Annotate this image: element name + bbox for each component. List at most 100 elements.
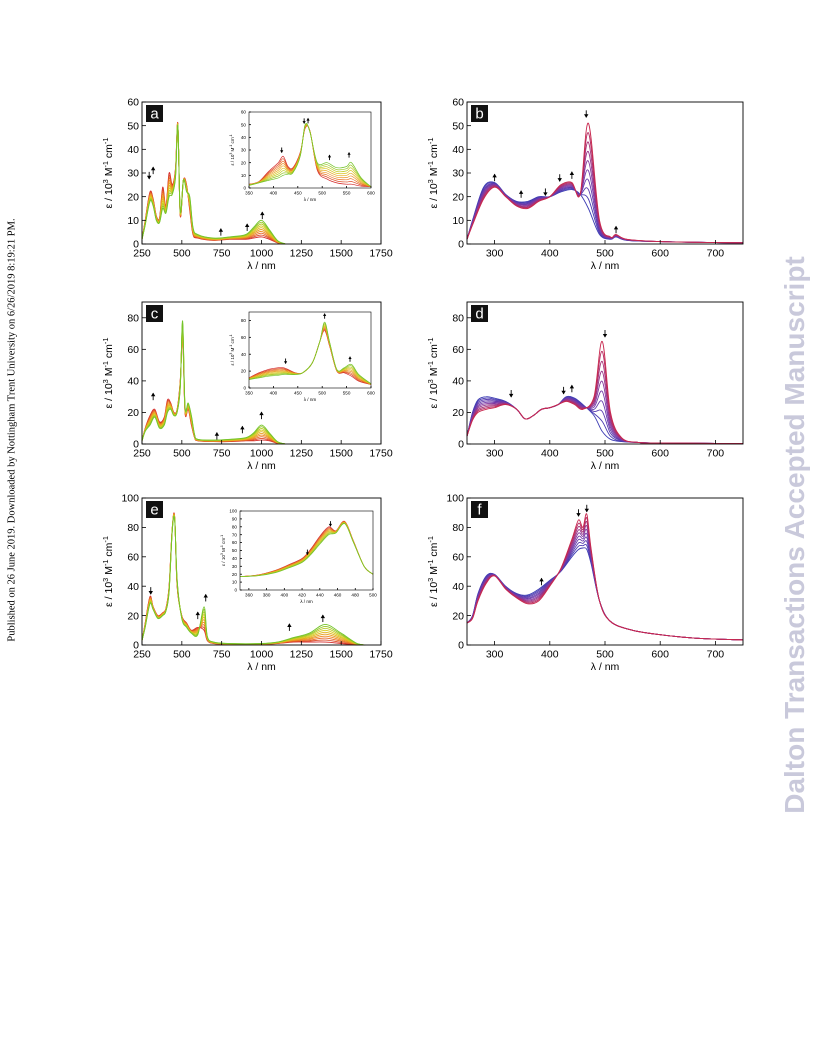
y-tick-label: 80 (232, 524, 238, 529)
x-tick-label: 1500 (329, 248, 353, 260)
y-tick-label: 80 (127, 312, 139, 324)
y-tick-label: 20 (452, 191, 464, 203)
y-axis-label: ε / 103 M-1 cm-1 (426, 536, 441, 607)
panel-label: f (477, 502, 482, 519)
y-tick-label: 40 (452, 581, 464, 593)
y-tick-label: 80 (452, 522, 464, 534)
arrow-up-head (203, 593, 208, 598)
spectrum-line (466, 181, 744, 244)
spectrum-line (239, 523, 374, 577)
y-tick-label: 20 (232, 572, 238, 577)
arrow-up-head (259, 411, 264, 416)
y-tick-label: 40 (127, 376, 139, 388)
arrow-up-head (195, 611, 200, 616)
arrow-down-head (576, 513, 581, 517)
panel-label: e (150, 502, 158, 519)
panel-b: 300 400 500 600 700 0 10 20 30 40 50 60 λ / nm ε / 10… (426, 97, 744, 272)
x-tick-label: 400 (541, 448, 559, 460)
x-tick-label: 750 (213, 448, 231, 460)
arrow-up-head (260, 211, 265, 216)
y-tick-label: 80 (452, 312, 464, 324)
x-tick-label: 750 (213, 248, 231, 260)
spectrum-line (466, 178, 744, 244)
y-tick-label: 40 (127, 144, 139, 156)
y-axis-label: ε / 103 M-1 cm-1 (101, 536, 116, 607)
x-axis-label: λ / nm (247, 661, 276, 673)
x-tick-label: 500 (173, 448, 191, 460)
y-tick-label: 60 (241, 110, 247, 115)
y-axis-label: ε / 103 M-1 cm-1 (229, 134, 235, 165)
y-tick-label: 30 (241, 148, 247, 153)
arrow-up-head (150, 392, 156, 397)
x-tick-label: 1000 (250, 649, 274, 661)
y-axis-label: ε / 103 M-1 cm-1 (229, 334, 235, 365)
panel-label-box (146, 105, 163, 122)
x-tick-label: 250 (133, 448, 151, 460)
x-tick-label: 500 (596, 649, 614, 661)
y-tick-label: 40 (241, 352, 247, 357)
y-tick-label: 70 (232, 532, 238, 537)
spectrum-line (141, 320, 286, 445)
x-tick-label: 700 (707, 649, 725, 661)
y-tick-label: 60 (127, 344, 139, 356)
arrow-down-head (146, 175, 152, 180)
arrow-down-head (328, 523, 333, 527)
y-tick-label: 60 (127, 551, 139, 563)
spectrum-line (466, 370, 744, 444)
spectrum-line (466, 380, 744, 444)
arrow-down-head (584, 114, 589, 118)
y-tick-label: 40 (241, 135, 247, 140)
x-axis-label: λ / nm (591, 460, 620, 472)
y-tick-label: 0 (243, 386, 246, 391)
y-tick-label: 60 (452, 344, 464, 356)
panel-d: 300 400 500 600 700 0 20 40 60 80 λ / nm ε / 103 M-… (426, 301, 744, 472)
arrow-down-head (543, 192, 548, 197)
y-tick-label: 20 (452, 407, 464, 419)
arrow-down-head (508, 393, 514, 398)
x-tick-label: 250 (133, 649, 151, 661)
spectrum-line (466, 350, 744, 444)
x-axis-label: λ / nm (591, 260, 620, 272)
y-tick-label: 20 (127, 407, 139, 419)
panel-label: c (151, 306, 159, 323)
panel-label-box (471, 501, 488, 518)
arrow-up-head (287, 623, 292, 627)
y-tick-label: 0 (458, 239, 464, 251)
y-tick-label: 0 (458, 640, 464, 652)
x-tick-label: 380 (263, 593, 271, 598)
spectrum-line (466, 340, 744, 444)
y-tick-label: 20 (241, 369, 247, 374)
plot-frame (466, 101, 744, 245)
x-tick-label: 420 (298, 593, 306, 598)
panel-inset: 350 400 450 500 550 600 0 20 40 60 80 λ / nm ε / 103… (229, 311, 375, 402)
x-tick-label: 500 (596, 248, 614, 260)
inset-background (240, 511, 373, 590)
arrow-up-head (244, 223, 250, 228)
x-tick-label: 1250 (290, 448, 314, 460)
x-tick-label: 500 (318, 191, 326, 196)
plot-frame (466, 497, 744, 646)
arrow-up-head (218, 228, 224, 232)
y-tick-label: 30 (232, 564, 238, 569)
x-tick-label: 400 (270, 191, 278, 196)
y-tick-label: 60 (127, 97, 139, 109)
x-tick-label: 500 (318, 391, 326, 396)
y-tick-label: 20 (452, 610, 464, 622)
panel-c: 250 500 750 1000 1250 1500 1750 0 20 40 60 80 λ / nm… (101, 301, 393, 472)
arrow-up-head (327, 154, 332, 158)
x-tick-label: 1500 (329, 649, 353, 661)
arrow-up-head (569, 171, 575, 175)
y-tick-label: 60 (232, 540, 238, 545)
y-tick-label: 30 (452, 168, 464, 180)
spectrum-line (466, 141, 744, 244)
panel-f: 300 400 500 600 700 0 20 40 60 80 100 λ / nm ε / 103… (426, 493, 744, 673)
y-axis-label: ε / 103 M-1 cm-1 (101, 338, 116, 409)
y-axis-label: ε / 103 M-1 cm-1 (101, 138, 116, 209)
arrow-down-head (284, 361, 288, 365)
x-tick-label: 1250 (290, 248, 314, 260)
y-tick-label: 100 (121, 493, 139, 505)
y-tick-label: 20 (241, 160, 247, 165)
x-axis-label: λ / nm (304, 397, 317, 402)
y-tick-label: 50 (241, 122, 247, 127)
y-tick-label: 40 (452, 144, 464, 156)
